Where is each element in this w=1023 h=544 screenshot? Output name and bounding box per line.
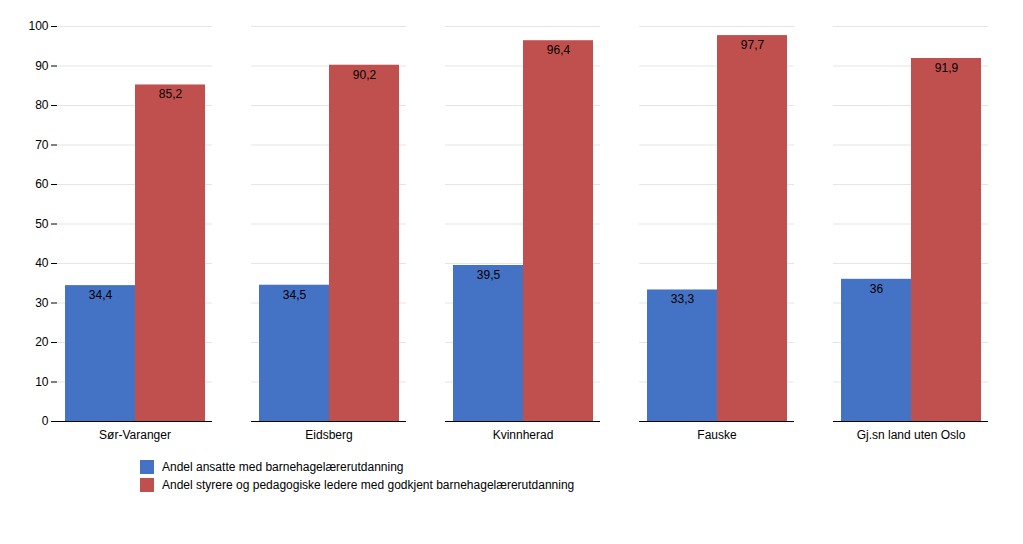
svg-text:0: 0: [42, 414, 49, 428]
svg-text:20: 20: [35, 335, 49, 349]
svg-text:Eidsberg: Eidsberg: [305, 428, 352, 442]
svg-text:85,2: 85,2: [159, 87, 183, 101]
svg-text:80: 80: [35, 98, 49, 112]
svg-text:91,9: 91,9: [935, 61, 959, 75]
svg-text:90,2: 90,2: [353, 68, 377, 82]
svg-text:30: 30: [35, 296, 49, 310]
svg-text:Sør-Varanger: Sør-Varanger: [99, 428, 171, 442]
svg-text:34,5: 34,5: [283, 288, 307, 302]
svg-text:100: 100: [28, 19, 48, 33]
svg-text:50: 50: [35, 217, 49, 231]
svg-text:10: 10: [35, 375, 49, 389]
svg-text:40: 40: [35, 256, 49, 270]
svg-text:36: 36: [870, 282, 884, 296]
svg-text:97,7: 97,7: [741, 38, 765, 52]
svg-text:Fauske: Fauske: [697, 428, 737, 442]
svg-text:34,4: 34,4: [89, 288, 113, 302]
svg-text:90: 90: [35, 59, 49, 73]
html-text:Andel styrere og pedagogiske l: Andel styrere og pedagogiske ledere med …: [162, 478, 575, 492]
svg-text:Gj.sn land uten Oslo: Gj.sn land uten Oslo: [857, 428, 966, 442]
svg-text:Kvinnherad: Kvinnherad: [493, 428, 554, 442]
svg-text:39,5: 39,5: [477, 268, 501, 282]
svg-text:33,3: 33,3: [671, 292, 695, 306]
html-text:Andel ansatte med barnehagelær: Andel ansatte med barnehagelærerutdannin…: [162, 460, 404, 474]
svg-text:70: 70: [35, 138, 49, 152]
svg-text:96,4: 96,4: [547, 43, 571, 57]
svg-text:60: 60: [35, 177, 49, 191]
